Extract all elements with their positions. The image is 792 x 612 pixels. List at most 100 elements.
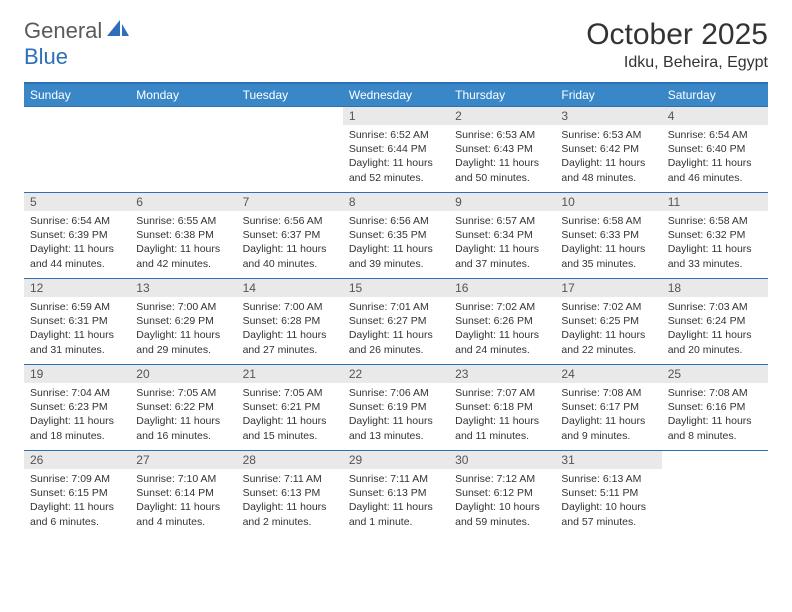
calendar-week-row: 1Sunrise: 6:52 AMSunset: 6:44 PMDaylight… [24,107,768,193]
day-number: 20 [130,365,236,383]
daylight-line: Daylight: 11 hours and 11 minutes. [455,414,549,442]
sunrise-line: Sunrise: 6:59 AM [30,300,124,314]
daylight-line: Daylight: 11 hours and 18 minutes. [30,414,124,442]
calendar-day-cell: 30Sunrise: 7:12 AMSunset: 6:12 PMDayligh… [449,451,555,537]
day-number: 29 [343,451,449,469]
sunrise-line: Sunrise: 6:58 AM [668,214,762,228]
calendar-body: 1Sunrise: 6:52 AMSunset: 6:44 PMDaylight… [24,107,768,537]
day-details: Sunrise: 7:08 AMSunset: 6:16 PMDaylight:… [662,383,768,449]
calendar-day-cell: 7Sunrise: 6:56 AMSunset: 6:37 PMDaylight… [237,193,343,279]
weekday-header-row: Sunday Monday Tuesday Wednesday Thursday… [24,83,768,107]
day-details: Sunrise: 6:53 AMSunset: 6:42 PMDaylight:… [555,125,661,191]
empty-day [662,451,768,469]
sunset-line: Sunset: 6:35 PM [349,228,443,242]
sunset-line: Sunset: 6:17 PM [561,400,655,414]
calendar-day-cell: 27Sunrise: 7:10 AMSunset: 6:14 PMDayligh… [130,451,236,537]
day-number: 15 [343,279,449,297]
sunrise-line: Sunrise: 7:11 AM [243,472,337,486]
weekday-header: Wednesday [343,83,449,107]
day-number: 18 [662,279,768,297]
day-details: Sunrise: 6:58 AMSunset: 6:33 PMDaylight:… [555,211,661,277]
calendar-day-cell: 22Sunrise: 7:06 AMSunset: 6:19 PMDayligh… [343,365,449,451]
day-details: Sunrise: 7:05 AMSunset: 6:22 PMDaylight:… [130,383,236,449]
daylight-line: Daylight: 11 hours and 9 minutes. [561,414,655,442]
daylight-line: Daylight: 11 hours and 4 minutes. [136,500,230,528]
day-number: 12 [24,279,130,297]
sunrise-line: Sunrise: 6:55 AM [136,214,230,228]
calendar-day-cell: 14Sunrise: 7:00 AMSunset: 6:28 PMDayligh… [237,279,343,365]
calendar-day-cell: 24Sunrise: 7:08 AMSunset: 6:17 PMDayligh… [555,365,661,451]
sunrise-line: Sunrise: 7:05 AM [136,386,230,400]
weekday-header: Tuesday [237,83,343,107]
day-details: Sunrise: 6:55 AMSunset: 6:38 PMDaylight:… [130,211,236,277]
calendar-day-cell: 9Sunrise: 6:57 AMSunset: 6:34 PMDaylight… [449,193,555,279]
sunrise-line: Sunrise: 7:01 AM [349,300,443,314]
day-number: 19 [24,365,130,383]
calendar-day-cell: 19Sunrise: 7:04 AMSunset: 6:23 PMDayligh… [24,365,130,451]
sunrise-line: Sunrise: 6:53 AM [455,128,549,142]
daylight-line: Daylight: 11 hours and 33 minutes. [668,242,762,270]
sunrise-line: Sunrise: 7:05 AM [243,386,337,400]
location-text: Idku, Beheira, Egypt [586,54,768,72]
calendar-day-cell: 21Sunrise: 7:05 AMSunset: 6:21 PMDayligh… [237,365,343,451]
day-number: 17 [555,279,661,297]
day-number: 6 [130,193,236,211]
day-details: Sunrise: 6:57 AMSunset: 6:34 PMDaylight:… [449,211,555,277]
sunset-line: Sunset: 6:34 PM [455,228,549,242]
calendar-day-cell: 25Sunrise: 7:08 AMSunset: 6:16 PMDayligh… [662,365,768,451]
sunrise-line: Sunrise: 6:54 AM [668,128,762,142]
sunrise-line: Sunrise: 6:56 AM [243,214,337,228]
sunset-line: Sunset: 6:38 PM [136,228,230,242]
day-number: 28 [237,451,343,469]
sunset-line: Sunset: 5:11 PM [561,486,655,500]
sunset-line: Sunset: 6:29 PM [136,314,230,328]
sunrise-line: Sunrise: 6:13 AM [561,472,655,486]
title-block: October 2025 Idku, Beheira, Egypt [586,18,768,72]
day-details: Sunrise: 7:03 AMSunset: 6:24 PMDaylight:… [662,297,768,363]
sunset-line: Sunset: 6:19 PM [349,400,443,414]
calendar-day-cell: 15Sunrise: 7:01 AMSunset: 6:27 PMDayligh… [343,279,449,365]
calendar-day-cell [662,451,768,537]
day-details: Sunrise: 6:56 AMSunset: 6:35 PMDaylight:… [343,211,449,277]
sunset-line: Sunset: 6:23 PM [30,400,124,414]
day-details: Sunrise: 7:12 AMSunset: 6:12 PMDaylight:… [449,469,555,535]
sunrise-line: Sunrise: 7:11 AM [349,472,443,486]
daylight-line: Daylight: 10 hours and 59 minutes. [455,500,549,528]
sunrise-line: Sunrise: 6:56 AM [349,214,443,228]
day-number: 13 [130,279,236,297]
day-number: 23 [449,365,555,383]
sunrise-line: Sunrise: 7:10 AM [136,472,230,486]
day-details: Sunrise: 7:10 AMSunset: 6:14 PMDaylight:… [130,469,236,535]
day-number: 16 [449,279,555,297]
sunrise-line: Sunrise: 7:09 AM [30,472,124,486]
sunset-line: Sunset: 6:44 PM [349,142,443,156]
day-details: Sunrise: 7:05 AMSunset: 6:21 PMDaylight:… [237,383,343,449]
day-details: Sunrise: 7:04 AMSunset: 6:23 PMDaylight:… [24,383,130,449]
day-details: Sunrise: 7:00 AMSunset: 6:29 PMDaylight:… [130,297,236,363]
daylight-line: Daylight: 11 hours and 48 minutes. [561,156,655,184]
calendar-day-cell: 5Sunrise: 6:54 AMSunset: 6:39 PMDaylight… [24,193,130,279]
sunrise-line: Sunrise: 6:58 AM [561,214,655,228]
day-number: 30 [449,451,555,469]
sunset-line: Sunset: 6:37 PM [243,228,337,242]
day-details: Sunrise: 7:11 AMSunset: 6:13 PMDaylight:… [237,469,343,535]
weekday-header: Saturday [662,83,768,107]
calendar-day-cell: 4Sunrise: 6:54 AMSunset: 6:40 PMDaylight… [662,107,768,193]
day-number: 21 [237,365,343,383]
calendar-day-cell: 17Sunrise: 7:02 AMSunset: 6:25 PMDayligh… [555,279,661,365]
calendar-day-cell: 16Sunrise: 7:02 AMSunset: 6:26 PMDayligh… [449,279,555,365]
weekday-header: Friday [555,83,661,107]
logo-text-general: General [24,18,102,44]
sunset-line: Sunset: 6:25 PM [561,314,655,328]
daylight-line: Daylight: 11 hours and 13 minutes. [349,414,443,442]
calendar-day-cell: 6Sunrise: 6:55 AMSunset: 6:38 PMDaylight… [130,193,236,279]
sunset-line: Sunset: 6:28 PM [243,314,337,328]
calendar-day-cell: 8Sunrise: 6:56 AMSunset: 6:35 PMDaylight… [343,193,449,279]
daylight-line: Daylight: 11 hours and 8 minutes. [668,414,762,442]
sunset-line: Sunset: 6:26 PM [455,314,549,328]
day-details: Sunrise: 6:53 AMSunset: 6:43 PMDaylight:… [449,125,555,191]
sunset-line: Sunset: 6:39 PM [30,228,124,242]
calendar-day-cell [237,107,343,193]
sunset-line: Sunset: 6:13 PM [349,486,443,500]
day-details: Sunrise: 6:13 AMSunset: 5:11 PMDaylight:… [555,469,661,535]
